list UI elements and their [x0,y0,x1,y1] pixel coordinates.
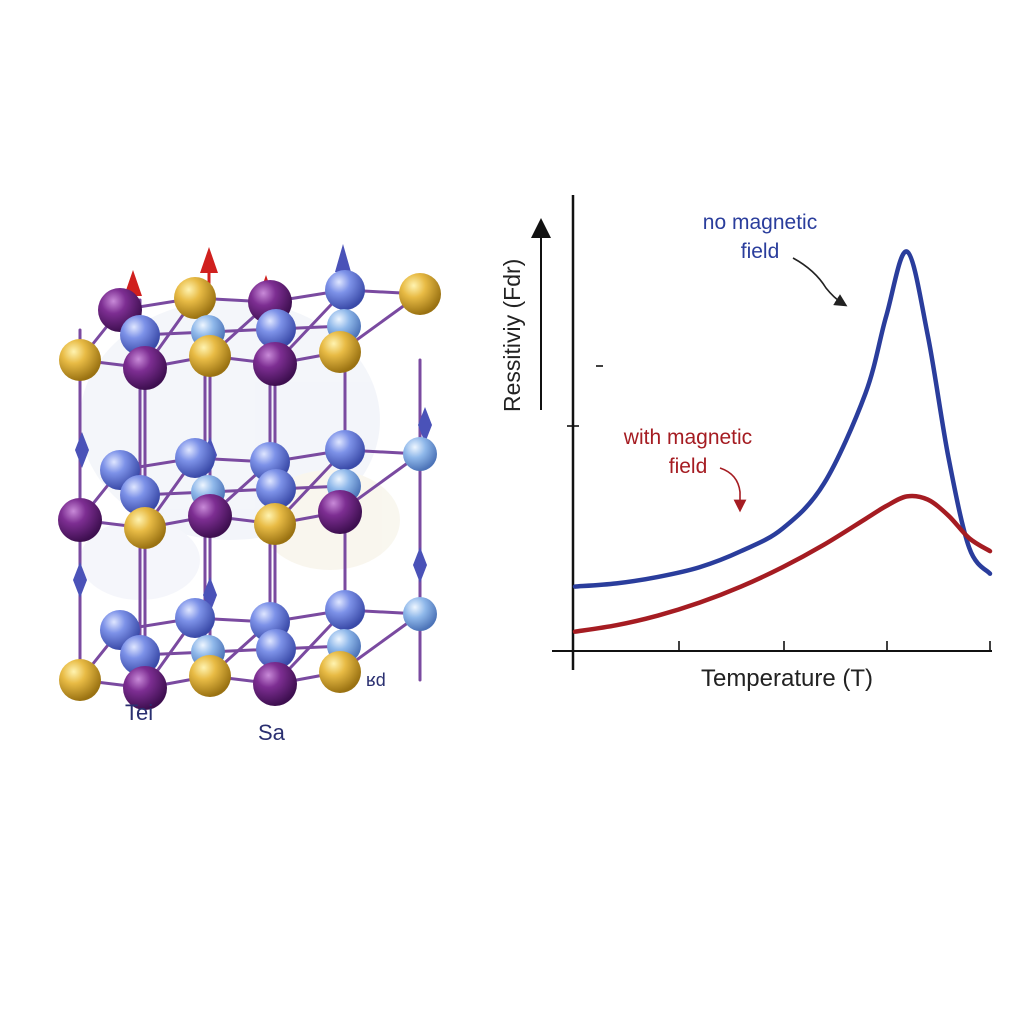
series-line-1 [572,493,993,634]
atom-blue [325,270,365,310]
annotation-with-field-line2: field [669,455,708,478]
annotation-no-field-line1: no magnetic [703,211,817,234]
annotation-with-field-line1: with magnetic [623,426,752,449]
atom-gold [124,507,166,549]
atom-gold [189,655,231,697]
atom-purple [123,346,167,390]
atom-gold [59,659,101,701]
spin-marker-blue [413,547,427,583]
atom-blue [120,315,160,355]
atom-blue [256,309,296,349]
atom-gold [189,335,231,377]
atom-purple [253,662,297,706]
spin-marker-blue [73,562,87,598]
atom-gold [319,651,361,693]
atom-purple [253,342,297,386]
annotation-no-field-arrow [792,257,848,307]
series-line-0 [572,249,993,589]
lattice-atoms [58,270,441,710]
series-layer [572,249,993,634]
crystal-lattice: Tei Sa ʁd [58,244,441,745]
atom-blue [175,598,215,638]
annotation-with-field-arrow [719,467,747,513]
element-label-third: ʁd [366,670,386,690]
x-axis-label: Temperature (T) [701,665,873,692]
atom-gold [254,503,296,545]
annotation-no-field-line2: field [741,240,780,263]
spin-arrow-red [200,247,218,273]
y-axis-label: Ressitiviy (Fdr) [499,259,525,412]
atom-purple [123,666,167,710]
atom-lblue [403,597,437,631]
atom-blue [120,475,160,515]
atom-gold [59,339,101,381]
spin-marker-blue [418,407,432,443]
spin-arrow-blue [335,244,351,272]
atom-gold [399,273,441,315]
atom-blue [175,438,215,478]
x-axis-ticks [678,641,991,651]
atom-blue [256,469,296,509]
atom-purple [188,494,232,538]
atom-lblue [403,437,437,471]
atom-blue [325,430,365,470]
atom-purple [318,490,362,534]
y-axis-ticks [567,365,603,427]
spin-arrow-red [124,270,142,296]
atom-blue [120,635,160,675]
spin-marker-blue [75,432,89,468]
atom-blue [256,629,296,669]
atom-gold [174,277,216,319]
resistivity-chart: Ressitiviy (Fdr) Temperature (T) no magn… [499,195,993,692]
atom-blue [325,590,365,630]
element-label-te: Tei [125,700,153,725]
atom-purple [58,498,102,542]
atom-gold [319,331,361,373]
element-label-se: Sa [258,720,286,745]
